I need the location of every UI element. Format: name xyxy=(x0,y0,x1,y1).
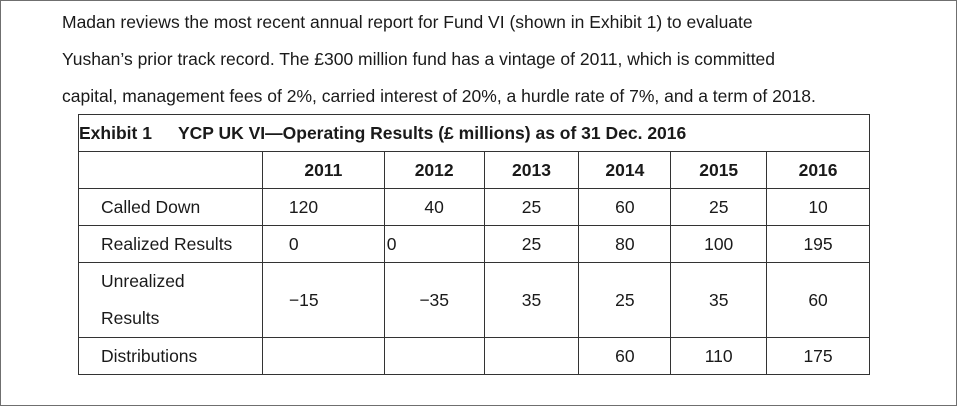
value-cell: 25 xyxy=(670,188,768,226)
intro-line: capital, management fees of 2%, carried … xyxy=(62,86,816,106)
value-cell: 40 xyxy=(383,188,485,226)
table-row: Unrealized Results −15 −35 35 25 35 60 xyxy=(78,262,870,338)
value-cell: 35 xyxy=(483,262,580,338)
value-cell: 35 xyxy=(670,262,768,338)
value-cell: 10 xyxy=(766,188,870,226)
exhibit-title-cell: Exhibit 1 YCP UK VI—Operating Results (£ … xyxy=(78,114,870,152)
value-cell: 110 xyxy=(670,337,768,375)
year-header: 2013 xyxy=(483,151,580,189)
table-row: Realized Results 0 0 25 80 100 195 xyxy=(78,225,870,263)
header-blank-cell xyxy=(78,151,263,189)
value-cell: 100 xyxy=(670,225,768,263)
value-cell: 60 xyxy=(578,337,672,375)
row-label: Called Down xyxy=(78,188,263,226)
year-header-row: 2011 2012 2013 2014 2015 2016 xyxy=(78,151,870,189)
value-cell: 25 xyxy=(483,188,580,226)
exhibit-title: YCP UK VI—Operating Results (£ millions)… xyxy=(177,122,687,143)
value-cell: 60 xyxy=(766,262,870,338)
intro-line: Madan reviews the most recent annual rep… xyxy=(62,12,753,32)
year-header: 2011 xyxy=(261,151,385,189)
year-header: 2015 xyxy=(670,151,768,189)
year-header: 2012 xyxy=(383,151,485,189)
value-cell: 120 xyxy=(261,188,385,226)
row-label-line: Results xyxy=(101,308,160,328)
table-row: Called Down 120 40 25 60 25 10 xyxy=(78,188,870,226)
value-cell: 80 xyxy=(578,225,672,263)
exhibit-label: Exhibit 1 xyxy=(79,122,152,143)
intro-paragraph: Madan reviews the most recent annual rep… xyxy=(62,4,942,115)
value-cell xyxy=(383,337,485,375)
row-label-line: Unrealized xyxy=(101,271,185,291)
value-cell xyxy=(483,337,580,375)
table-row: Distributions 60 110 175 xyxy=(78,337,870,375)
exhibit-table: Exhibit 1 YCP UK VI—Operating Results (£ … xyxy=(78,114,870,375)
year-header: 2016 xyxy=(766,151,870,189)
year-header: 2014 xyxy=(578,151,672,189)
value-cell: 195 xyxy=(766,225,870,263)
value-cell: −15 xyxy=(261,262,385,338)
row-label: Distributions xyxy=(78,337,263,375)
value-cell: 0 xyxy=(383,225,485,263)
value-cell xyxy=(261,337,385,375)
row-label: Realized Results xyxy=(78,225,263,263)
value-cell: 25 xyxy=(483,225,580,263)
value-cell: −35 xyxy=(383,262,485,338)
row-label: Unrealized Results xyxy=(78,262,263,338)
intro-line: Yushan’s prior track record. The £300 mi… xyxy=(62,49,776,69)
value-cell: 60 xyxy=(578,188,672,226)
exhibit-title-row: Exhibit 1 YCP UK VI—Operating Results (£ … xyxy=(78,114,870,152)
value-cell: 0 xyxy=(261,225,385,263)
value-cell: 25 xyxy=(578,262,672,338)
value-cell: 175 xyxy=(766,337,870,375)
